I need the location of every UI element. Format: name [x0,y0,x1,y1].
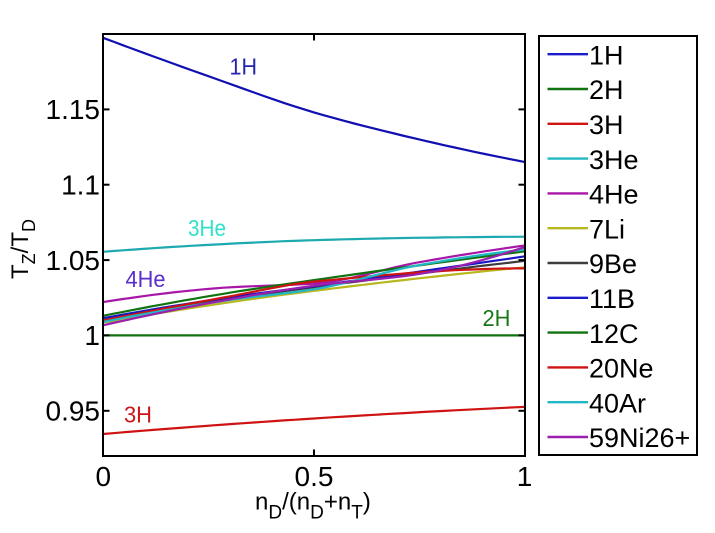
svg-text:1: 1 [84,320,100,351]
svg-text:9Be: 9Be [589,249,637,279]
svg-text:1H: 1H [230,54,258,80]
svg-text:1.05: 1.05 [46,245,101,276]
svg-text:1: 1 [517,461,533,492]
svg-text:7Li: 7Li [589,214,625,244]
svg-text:0.5: 0.5 [295,461,334,492]
svg-text:3H: 3H [589,110,624,140]
svg-text:20Ne: 20Ne [589,354,654,384]
svg-text:59Ni26+: 59Ni26+ [589,423,690,453]
svg-text:40Ar: 40Ar [589,388,646,418]
svg-text:1.15: 1.15 [46,94,101,125]
svg-text:3H: 3H [124,402,152,428]
svg-text:1H: 1H [589,40,624,70]
svg-text:2H: 2H [589,75,624,105]
svg-text:2H: 2H [483,305,511,331]
svg-text:4He: 4He [589,180,639,210]
svg-text:1.1: 1.1 [61,170,100,201]
svg-text:0: 0 [96,461,112,492]
svg-text:4He: 4He [126,266,166,292]
svg-text:3He: 3He [188,215,226,241]
svg-text:11B: 11B [589,284,635,314]
svg-text:3He: 3He [589,145,639,175]
svg-text:0.95: 0.95 [46,396,101,427]
svg-text:12C: 12C [589,319,639,349]
